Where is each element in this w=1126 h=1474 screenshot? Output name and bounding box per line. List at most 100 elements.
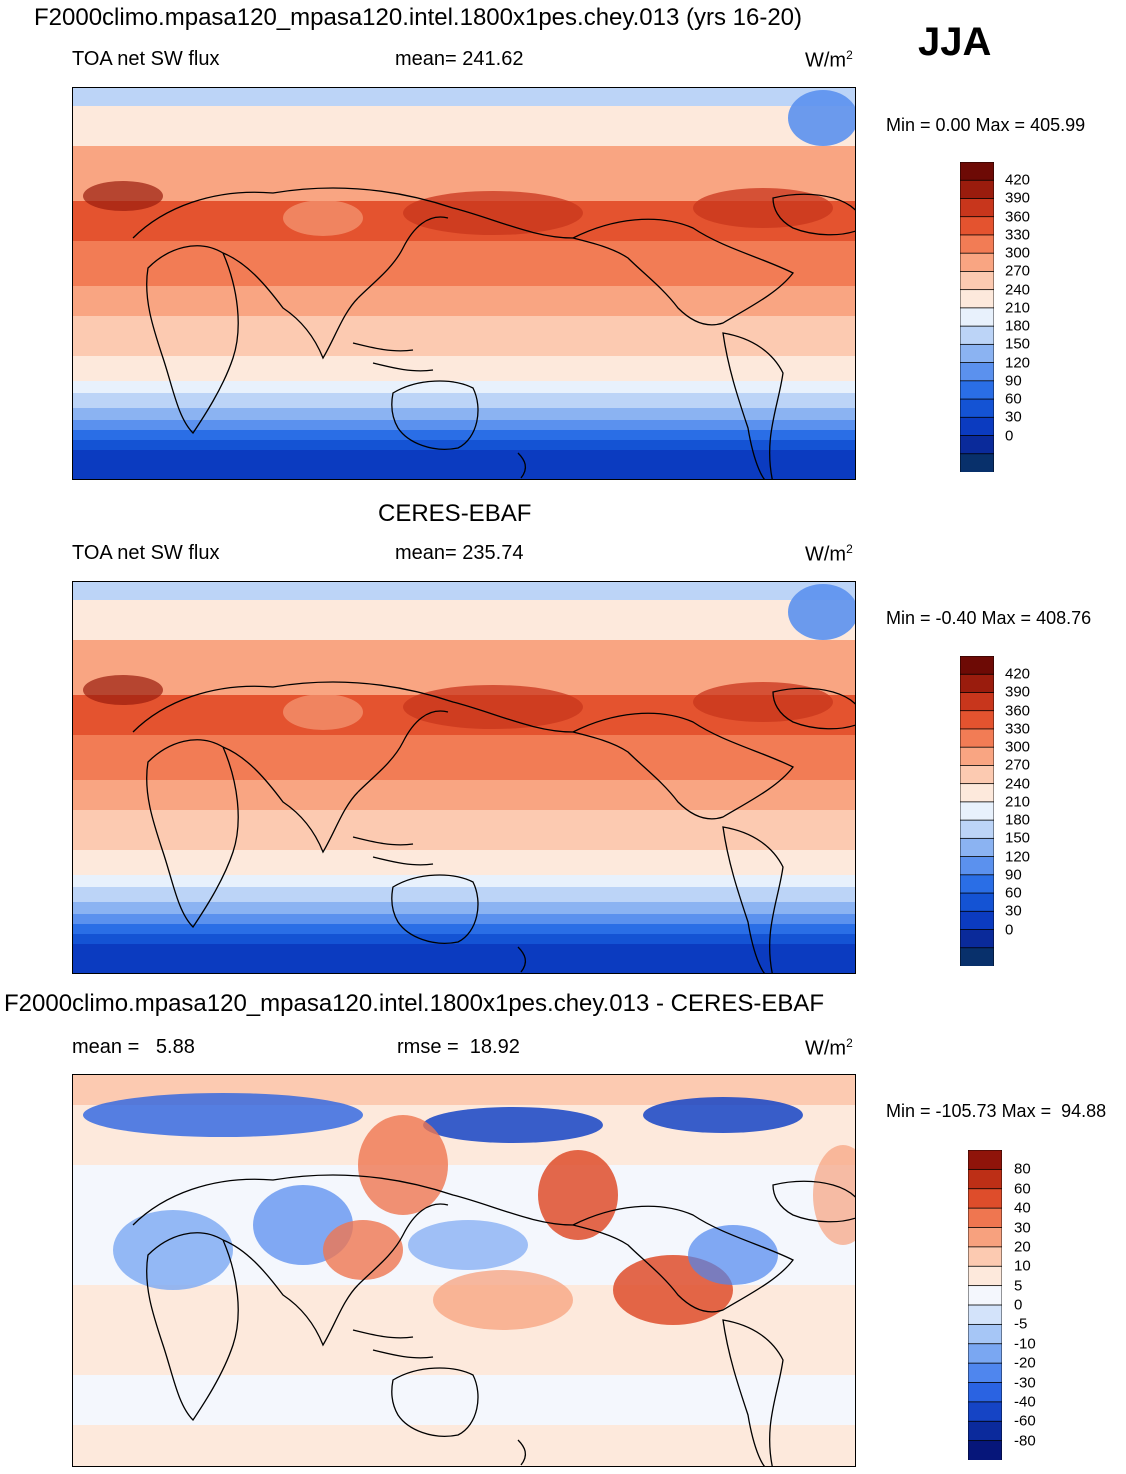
field-band xyxy=(73,450,855,479)
colorbar-tick-label: 0 xyxy=(1005,921,1014,939)
coastline xyxy=(357,216,449,299)
colorbar-tick-label: 300 xyxy=(1005,244,1031,262)
field-anomaly xyxy=(788,90,855,146)
colorbar-tick-label: 420 xyxy=(1005,665,1031,683)
colorbar-swatch xyxy=(960,234,994,255)
colorbar-tick-label: 210 xyxy=(1005,793,1031,811)
field-band xyxy=(73,408,855,420)
coastline xyxy=(146,245,239,435)
colorbar-tick-label: -5 xyxy=(1014,1315,1028,1333)
coastline xyxy=(572,218,794,326)
colorbar-swatch xyxy=(968,1168,1002,1190)
coastline xyxy=(222,252,359,360)
coastline xyxy=(222,1239,359,1347)
coastline xyxy=(572,1205,794,1313)
colorbar-tick-label: 10 xyxy=(1014,1257,1031,1275)
field-band xyxy=(73,887,855,902)
colorbar-swatch xyxy=(960,947,994,966)
panel2-units-label: W/m2 xyxy=(805,542,853,567)
panel1-map-field xyxy=(73,88,855,479)
panel3-units-text: W/m xyxy=(805,1037,847,1060)
colorbar-tick-label: 80 xyxy=(1014,1160,1031,1178)
colorbar-tick-label: 390 xyxy=(1005,189,1031,207)
colorbar-tick-label: -10 xyxy=(1014,1335,1036,1353)
colorbar-swatch xyxy=(960,325,994,346)
colorbar-tick-label: 240 xyxy=(1005,281,1031,299)
colorbar-tick-label: 30 xyxy=(1014,1219,1031,1236)
colorbar-tick-label: 330 xyxy=(1005,226,1031,244)
colorbar-tick-label: 150 xyxy=(1005,335,1031,353)
coastline xyxy=(352,1329,434,1359)
colorbar-swatch xyxy=(968,1304,1002,1326)
main-title: F2000climo.mpasa120_mpasa120.intel.1800x… xyxy=(34,4,803,31)
colorbar-swatch xyxy=(960,656,994,676)
field-band xyxy=(73,286,855,316)
colorbar-tick-label: 240 xyxy=(1005,775,1031,793)
colorbar-tick-label: 90 xyxy=(1005,372,1022,390)
colorbar-swatch xyxy=(960,307,994,328)
colorbar-swatch xyxy=(960,362,994,382)
field-band xyxy=(73,944,855,973)
colorbar-swatch xyxy=(960,892,994,913)
coastline xyxy=(391,380,479,450)
colorbar-tick-label: -30 xyxy=(1014,1374,1036,1391)
panel2-map xyxy=(72,581,856,974)
coastline xyxy=(132,681,574,733)
coastline xyxy=(722,1319,784,1466)
colorbar-swatch xyxy=(960,252,994,273)
colorbar-tick-label: 40 xyxy=(1014,1199,1031,1217)
colorbar-swatch xyxy=(960,692,994,712)
field-band xyxy=(73,393,855,408)
colorbar-tick-label: 180 xyxy=(1005,317,1031,335)
colorbar-tick-label: 0 xyxy=(1005,427,1014,445)
colorbar-swatch xyxy=(968,1285,1002,1306)
colorbar-tick-label: 0 xyxy=(1014,1296,1023,1314)
panel3-units-exp: 2 xyxy=(846,1036,853,1050)
coastline xyxy=(722,332,784,479)
colorbar-swatch xyxy=(960,453,994,472)
colorbar-swatch xyxy=(960,710,994,730)
coastline xyxy=(146,1232,239,1422)
panel2-map-field xyxy=(73,582,855,973)
colorbar-swatch xyxy=(960,746,994,767)
colorbar-swatch xyxy=(960,856,994,876)
field-band xyxy=(73,600,855,640)
panel2-variable-label: TOA net SW flux xyxy=(72,542,220,564)
panel1-variable-label: TOA net SW flux xyxy=(72,48,220,70)
coastline xyxy=(222,746,359,854)
coastline xyxy=(391,874,479,944)
colorbar-tick-label: 60 xyxy=(1005,884,1022,902)
colorbar-swatch xyxy=(960,673,994,694)
panel3-colorbar-swatches xyxy=(968,1150,1002,1460)
colorbar-tick-label: 60 xyxy=(1005,390,1022,408)
colorbar-swatch xyxy=(960,398,994,419)
field-band xyxy=(73,934,855,944)
colorbar-tick-label: 120 xyxy=(1005,848,1031,866)
field-anomaly xyxy=(83,675,163,705)
field-band xyxy=(73,420,855,430)
colorbar-tick-label: 60 xyxy=(1014,1180,1031,1198)
colorbar-swatch xyxy=(968,1323,1002,1345)
colorbar-tick-label: -80 xyxy=(1014,1432,1036,1450)
field-anomaly xyxy=(408,1220,528,1270)
panel1-colorbar xyxy=(960,162,994,472)
colorbar-tick-label: 420 xyxy=(1005,171,1031,189)
colorbar-swatch xyxy=(968,1150,1002,1171)
colorbar-swatch xyxy=(960,728,994,749)
field-anomaly xyxy=(693,682,833,722)
colorbar-swatch xyxy=(960,910,994,931)
colorbar-swatch xyxy=(960,929,994,949)
colorbar-swatch xyxy=(968,1382,1002,1403)
coastline xyxy=(357,710,449,793)
colorbar-tick-label: -20 xyxy=(1014,1354,1036,1372)
colorbar-tick-label: 90 xyxy=(1005,866,1022,884)
field-band xyxy=(73,88,855,106)
panel2-colorbar-swatches xyxy=(960,656,994,966)
field-band xyxy=(73,106,855,146)
panel3-rmse-label: rmse = 18.92 xyxy=(397,1036,520,1058)
field-anomaly xyxy=(283,694,363,730)
colorbar-swatch xyxy=(960,216,994,236)
colorbar-tick-label: 30 xyxy=(1005,408,1022,426)
colorbar-swatch xyxy=(968,1227,1002,1248)
field-band xyxy=(73,914,855,924)
